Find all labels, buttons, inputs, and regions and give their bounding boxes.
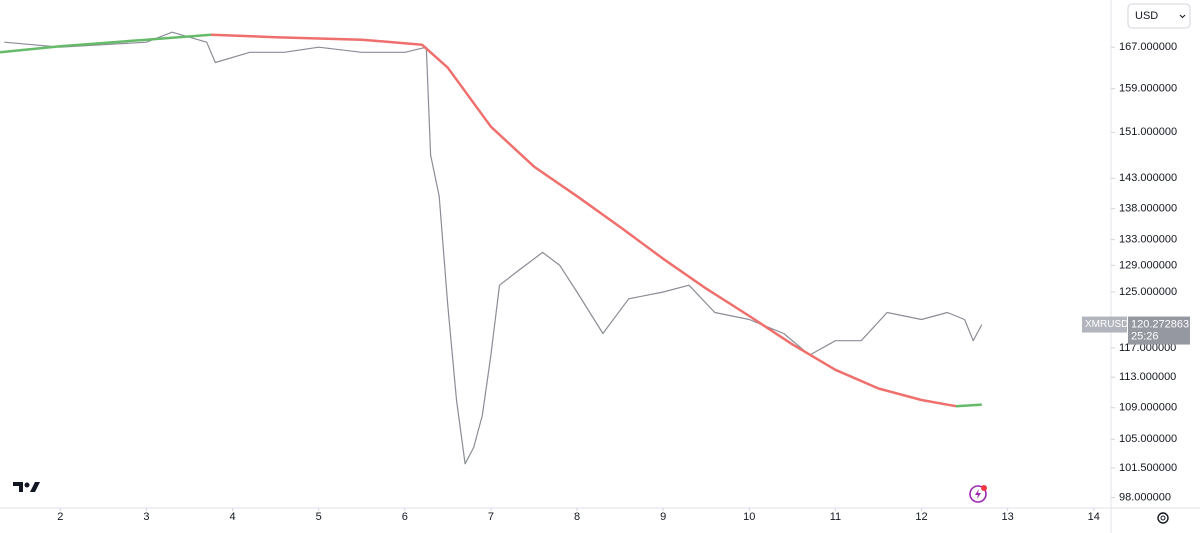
x-tick-label: 13 bbox=[1002, 511, 1014, 523]
x-tick-label: 11 bbox=[830, 511, 841, 523]
y-tick-label: 125.000000 bbox=[1119, 286, 1177, 298]
symbol-label: XMRUSD bbox=[1085, 319, 1128, 330]
currency-button[interactable] bbox=[1127, 3, 1191, 29]
x-tick-label: 14 bbox=[1088, 511, 1100, 523]
x-tick-label: 4 bbox=[229, 511, 235, 523]
x-tick-label: 3 bbox=[143, 511, 149, 523]
y-tick-label: 143.000000 bbox=[1119, 172, 1177, 184]
y-tick-label: 98.000000 bbox=[1119, 491, 1171, 503]
line-series bbox=[4, 31, 983, 465]
y-tick-label: 138.000000 bbox=[1119, 202, 1177, 214]
y-tick-label: 109.000000 bbox=[1119, 402, 1177, 414]
x-tick-label: 7 bbox=[488, 511, 494, 523]
tv-logo bbox=[13, 482, 40, 492]
x-tick-label: 9 bbox=[660, 511, 666, 523]
symbol-badge bbox=[1082, 316, 1127, 333]
y-tick-label: 167.000000 bbox=[1119, 41, 1177, 53]
y-tick-label: 113.000000 bbox=[1119, 371, 1176, 383]
x-tick-label: 12 bbox=[915, 511, 927, 523]
flash-icon[interactable] bbox=[969, 485, 987, 503]
y-tick-label: 129.000000 bbox=[1119, 259, 1177, 271]
line-series bbox=[0, 33, 212, 54]
y-tick-label: 105.000000 bbox=[1119, 433, 1177, 445]
y-tick-label: 101.500000 bbox=[1119, 462, 1177, 474]
countdown-label: 25:26 bbox=[1131, 330, 1159, 342]
x-tick-label: 6 bbox=[402, 511, 408, 523]
y-tick-label: 117.000000 bbox=[1119, 342, 1176, 354]
y-tick-label: 159.000000 bbox=[1119, 83, 1177, 95]
line-series bbox=[955, 403, 982, 408]
x-tick-label: 2 bbox=[57, 511, 63, 523]
x-tick-label: 5 bbox=[316, 511, 322, 523]
settings-icon[interactable] bbox=[1157, 512, 1169, 524]
x-tick-label: 8 bbox=[574, 511, 580, 523]
axes: 167.000000 159.000000 151.000000 143.000000… bbox=[57, 41, 1190, 523]
plot-area bbox=[0, 31, 983, 465]
y-tick-label: 151.000000 bbox=[1119, 126, 1177, 138]
price-badge bbox=[1128, 316, 1190, 345]
y-tick-label: 133.000000 bbox=[1119, 233, 1177, 245]
last-price-label: 120.272863 bbox=[1131, 318, 1189, 330]
currency-label: USD bbox=[1135, 10, 1158, 22]
x-tick-label: 10 bbox=[743, 511, 755, 523]
dropdown-arrow bbox=[1179, 14, 1186, 19]
line-series bbox=[210, 33, 957, 408]
